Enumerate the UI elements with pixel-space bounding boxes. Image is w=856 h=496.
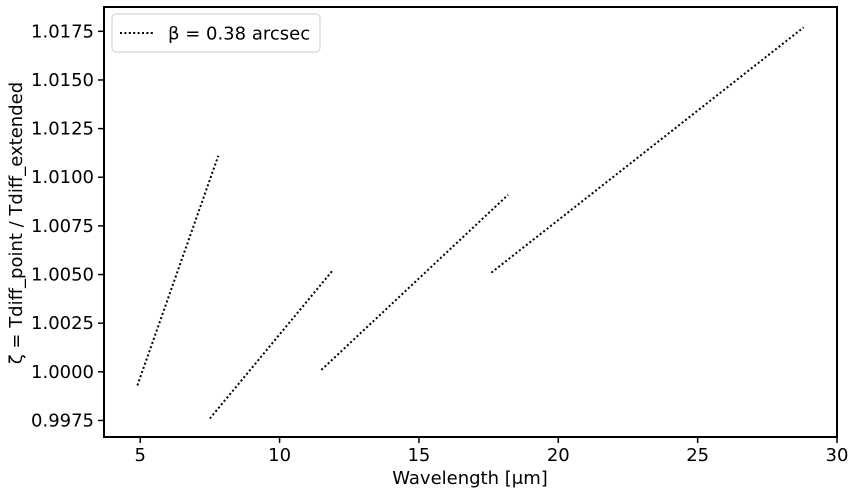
plot-frame (103, 6, 838, 438)
x-tick-label: 30 (826, 445, 849, 466)
y-axis-label: ζ = Tdiff_point / Tdiff_extended (6, 82, 27, 364)
y-tick-label: 1.0100 (31, 167, 94, 188)
series-line-segment (136, 155, 220, 386)
x-tick-label: 5 (135, 445, 146, 466)
x-axis-label: Wavelength [μm] (392, 468, 548, 489)
y-tick-label: 1.0050 (31, 265, 94, 286)
y-tick-label: 0.9975 (31, 410, 94, 431)
ticks-layer: 5 10 15 20 25 30 0.9975 1.0000 1.0025 1.0050 1.007… (31, 21, 848, 466)
legend-box (111, 13, 321, 53)
x-tick-label: 15 (407, 445, 430, 466)
x-tick-label: 25 (686, 445, 709, 466)
y-tick-label: 1.0000 (31, 362, 94, 383)
series-line-segment (490, 26, 805, 274)
y-tick-label: 1.0075 (31, 216, 94, 237)
y-tick-label: 1.0125 (31, 119, 94, 140)
x-tick-label: 20 (547, 445, 570, 466)
series-layer (136, 26, 805, 420)
series-line-segment (209, 269, 334, 420)
legend: β = 0.38 arcsec (111, 13, 321, 53)
series-line-segment (320, 194, 509, 371)
legend-label: β = 0.38 arcsec (168, 24, 310, 45)
y-tick-label: 1.0150 (31, 70, 94, 91)
y-tick-label: 1.0175 (31, 21, 94, 42)
y-tick-label: 1.0025 (31, 313, 94, 334)
x-tick-label: 10 (268, 445, 291, 466)
